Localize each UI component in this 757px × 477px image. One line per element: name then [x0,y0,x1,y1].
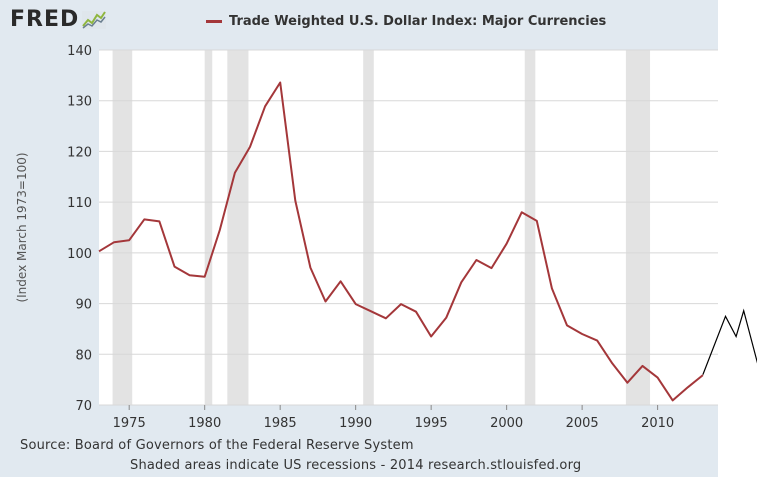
y-tick-label-140: 140 [67,44,92,59]
recession-note: Shaded areas indicate US recessions - 20… [130,458,582,473]
fred-chart-icon [82,11,107,29]
fred-logo-text: FRED [10,6,80,32]
source-note: Source: Board of Governors of the Federa… [20,438,414,453]
x-tick-label-1985: 1985 [264,416,297,431]
recession-band-4 [524,50,536,405]
y-axis-label: (Index March 1973=100) [15,152,29,302]
x-tick-label-1995: 1995 [415,416,448,431]
x-tick-label-2010: 2010 [641,416,674,431]
y-tick-label-100: 100 [67,247,92,262]
chart-legend: Trade Weighted U.S. Dollar Index: Major … [206,11,606,31]
y-tick-label-120: 120 [67,145,92,160]
x-tick-label-2000: 2000 [490,416,523,431]
recession-band-0 [112,50,133,405]
x-tick-label-2005: 2005 [566,416,599,431]
legend-swatch [206,19,222,23]
plot-area [99,50,718,405]
recession-band-1 [204,50,213,405]
recession-band-5 [625,50,651,405]
y-tick-label-70: 70 [75,399,92,414]
y-tick-label-130: 130 [67,95,92,110]
x-tick-label-1975: 1975 [113,416,146,431]
y-tick-label-80: 80 [75,348,92,363]
y-tick-label-110: 110 [67,196,92,211]
x-tick-label-1990: 1990 [339,416,372,431]
x-tick-label-1980: 1980 [188,416,221,431]
series-line-0 [98,81,704,402]
recession-band-3 [363,50,374,405]
fred-logo[interactable]: FRED [10,6,107,32]
annotation-line [702,308,757,375]
recession-band-2 [227,50,249,405]
y-tick-label-90: 90 [75,298,92,313]
legend-series-label: Trade Weighted U.S. Dollar Index: Major … [229,13,607,29]
